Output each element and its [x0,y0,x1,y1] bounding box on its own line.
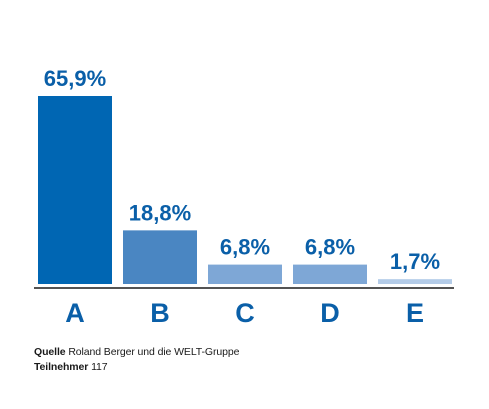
bar-a [38,96,112,284]
value-label-b: 18,8% [129,200,191,225]
source-text: Roland Berger und die WELT-Gruppe [65,346,240,358]
value-label-d: 6,8% [305,235,355,260]
category-label-e: E [406,298,424,328]
value-labels-group: 65,9% 18,8% 6,8% 6,8% 1,7% [44,66,440,274]
bar-c [208,264,282,284]
category-label-c: C [235,298,255,328]
participants-note: Teilnehmer 117 [34,361,108,373]
value-label-a: 65,9% [44,66,106,91]
bar-e [378,279,452,284]
participants-text: 117 [88,361,108,373]
value-label-c: 6,8% [220,235,270,260]
category-labels-group: A B C D E [65,298,424,328]
source-note: Quelle Roland Berger und die WELT-Gruppe [34,346,239,358]
participants-label: Teilnehmer [34,361,89,373]
bars-group [38,96,452,284]
source-label: Quelle [34,346,66,358]
category-label-a: A [65,298,85,328]
category-label-d: D [320,298,340,328]
bar-d [293,264,367,284]
value-label-e: 1,7% [390,249,440,274]
bar-b [123,230,197,284]
category-label-b: B [150,298,170,328]
